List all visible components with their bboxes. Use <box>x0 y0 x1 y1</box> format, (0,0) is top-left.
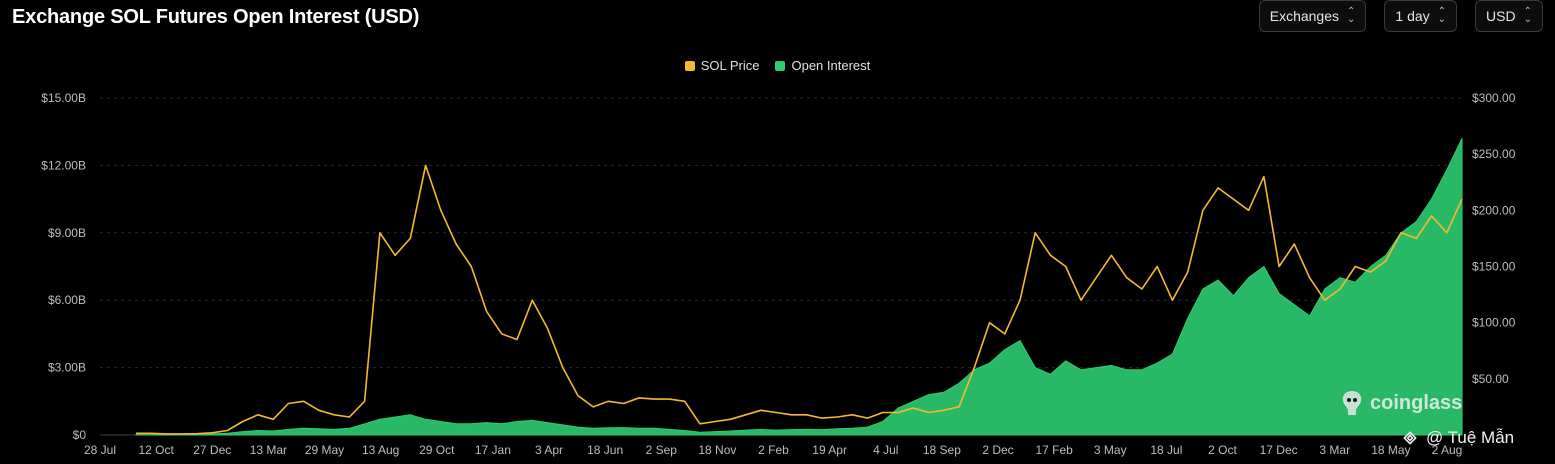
exchanges-select[interactable]: Exchanges ⌃ ⌄ <box>1258 0 1367 32</box>
interval-select-label: 1 day <box>1395 8 1430 24</box>
x-tick-label: 2 Sep <box>646 443 678 457</box>
coinglass-watermark: coinglass <box>1340 390 1462 416</box>
x-tick-label: 3 May <box>1094 443 1127 457</box>
open-interest-area <box>135 138 1463 436</box>
x-tick-label: 3 Mar <box>1319 443 1350 457</box>
credit-text: @ Tuệ Mẫn <box>1426 428 1515 447</box>
sol-price-line-series <box>136 164 1463 435</box>
y-right-tick-label: $300.00 <box>1472 91 1516 105</box>
chart-tick-labels: $0 $3.00B $6.00B $9.00B $12.00B $15.00B $50.00… <box>41 91 1515 457</box>
currency-select[interactable]: USD ⌃ ⌄ <box>1475 0 1543 32</box>
watermark-text: coinglass <box>1370 391 1463 414</box>
y-right-tick-label: $100.00 <box>1472 316 1516 330</box>
currency-select-label: USD <box>1486 8 1516 24</box>
page-title: Exchange SOL Futures Open Interest (USD) <box>12 6 420 28</box>
x-tick-label: 2 Dec <box>982 443 1013 457</box>
y-left-tick-label: $3.00B <box>48 361 86 375</box>
open-interest-area-series <box>135 138 1463 436</box>
legend-item-open-interest[interactable]: Open Interest <box>775 58 870 73</box>
author-credit: @ Tuệ Mẫn <box>1400 428 1514 448</box>
x-tick-label: 13 Aug <box>362 443 399 457</box>
coinglass-logo-icon <box>1342 391 1362 415</box>
x-tick-label: 2 Oct <box>1208 443 1237 457</box>
x-tick-label: 2 Feb <box>758 443 789 457</box>
x-tick-label: 18 Jun <box>587 443 623 457</box>
chart-controls: Exchanges ⌃ ⌄ 1 day ⌃ ⌄ USD ⌃ ⌄ <box>1258 0 1543 32</box>
legend-swatch-oi <box>775 60 786 71</box>
x-tick-label: 18 May <box>1371 443 1410 457</box>
x-tick-label: 29 Oct <box>419 443 455 457</box>
sol-price-line <box>136 164 1463 435</box>
x-tick-label: 19 Apr <box>812 443 847 457</box>
y-left-tick-label: $9.00B <box>48 226 86 240</box>
x-tick-label: 12 Oct <box>138 443 174 457</box>
y-left-tick-label: $0 <box>73 428 87 442</box>
updown-chevron-icon: ⌃ ⌄ <box>1437 6 1447 25</box>
y-left-tick-label: $6.00B <box>48 293 86 307</box>
y-right-tick-label: $200.00 <box>1472 203 1516 217</box>
legend-item-sol-price[interactable]: SOL Price <box>684 58 760 73</box>
x-tick-label: 18 Jul <box>1150 443 1182 457</box>
x-tick-label: 3 Apr <box>535 443 563 457</box>
updown-chevron-icon: ⌃ ⌄ <box>1523 6 1532 25</box>
y-left-tick-label: $15.00B <box>41 91 86 105</box>
x-tick-label: 29 May <box>305 443 344 457</box>
y-left-tick-label: $12.00B <box>41 158 86 172</box>
x-tick-label: 18 Nov <box>698 443 736 457</box>
y-right-tick-label: $250.00 <box>1472 147 1516 161</box>
legend-swatch-price <box>684 60 695 71</box>
x-tick-label: 17 Feb <box>1035 443 1073 457</box>
legend-label-open-interest: Open Interest <box>791 58 871 73</box>
y-right-tick-label: $50.00 <box>1472 372 1509 386</box>
x-tick-label: 17 Dec <box>1260 443 1298 457</box>
y-right-tick-label: $150.00 <box>1472 260 1516 274</box>
x-tick-label: 4 Jul <box>873 443 898 457</box>
legend-label-sol-price: SOL Price <box>700 58 760 73</box>
x-tick-label: 18 Sep <box>923 443 961 457</box>
interval-select[interactable]: 1 day ⌃ ⌄ <box>1384 0 1458 32</box>
updown-chevron-icon: ⌃ ⌄ <box>1347 6 1356 25</box>
exchanges-select-label: Exchanges <box>1269 8 1340 24</box>
x-tick-label: 2 Aug <box>1432 443 1463 457</box>
x-tick-label: 28 Jul <box>84 443 116 457</box>
x-tick-label: 13 Mar <box>250 443 287 457</box>
x-tick-label: 17 Jan <box>475 443 511 457</box>
chart-legend: SOL Price Open Interest <box>0 58 1555 73</box>
binance-square-icon <box>1403 431 1417 445</box>
x-tick-label: 27 Dec <box>193 443 231 457</box>
